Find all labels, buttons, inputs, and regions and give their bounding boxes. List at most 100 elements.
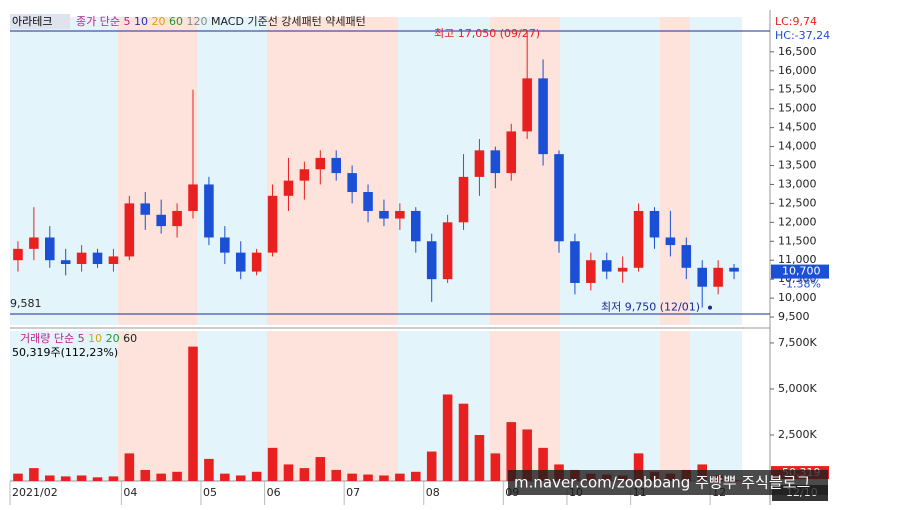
chart-title: 아라테크 [12,15,52,28]
candle-body [522,78,532,132]
change-label: -1.38% [782,278,821,291]
candle-body [601,260,612,272]
volume-bar [235,475,246,481]
legend-item: 120 [186,15,207,28]
volume-bar [156,473,166,481]
candle-body [331,157,341,174]
candle-body [283,180,294,196]
candle-body [188,184,198,211]
legend-item: 60 [123,332,137,345]
candle-body [729,267,739,272]
candle-body [45,237,55,261]
candle-body [172,210,182,227]
volume-bar [379,475,389,481]
volume-bar [108,476,119,481]
volume-bar [76,475,87,481]
y-tick-label: 10,000 [778,291,817,304]
volume-bar [283,464,294,481]
hc-label: HC:-37,24 [775,29,830,42]
candle-body [442,222,453,280]
volume-bar [299,468,310,481]
y-tick-label: 12,500 [778,196,817,209]
candle-body [426,241,437,280]
volume-bar [395,473,405,481]
candle-body [204,184,214,238]
y-tick-label: 12,000 [778,215,817,228]
y-tick-label: 16,000 [778,64,817,77]
y-tick-label: 15,500 [778,83,817,96]
y-tick-label: 11,500 [778,234,817,247]
y-tick-label: 11,000 [778,253,817,266]
x-tick-label: 04 [123,486,137,499]
legend-item: 약세패턴 [325,14,365,28]
candle-body [617,267,628,272]
candle-body [363,192,373,211]
y-tick-label: 2,500K [778,428,817,441]
lc-label: LC:9,74 [775,15,817,28]
candle-body [713,267,723,287]
volume-bar [633,453,644,481]
legend-item: 거래량 단순 [20,332,74,345]
candle-body [538,78,548,155]
high-annotation: 최고 17,050 (09/27) [434,27,540,40]
volume-bar [220,473,230,481]
candle-body [649,210,660,238]
volume-bar [458,403,469,481]
candle-body [140,203,151,215]
candle-body [586,260,596,283]
volume-bar [315,457,326,481]
candle-body [76,252,87,265]
volume-bar [172,471,182,481]
candle-body [29,237,39,249]
y-tick-label: 14,500 [778,121,817,134]
candle-body [379,210,389,219]
volume-bar [331,469,341,481]
candle-body [13,248,23,261]
volume-bar [267,447,278,481]
candle-body [554,154,564,242]
volume-bar [363,474,373,481]
volume-bar [204,458,214,481]
volume-label: 50,319주(112,23%) [12,346,118,359]
candle-body [681,245,692,268]
candle-body [570,241,580,283]
price-tag-label: 10,700 [782,265,821,278]
volume-bar [188,346,198,481]
y-tick-label: 14,000 [778,140,817,153]
candle-body [315,157,326,170]
title-box [10,14,70,29]
candle-body [267,195,278,253]
low-line-label: 9,581 [10,297,42,310]
candle-body [156,214,166,227]
candle-body [411,210,421,242]
legend-item: MACD 기준선 강세패턴 [211,15,322,28]
volume-bar [474,434,485,481]
x-tick-label: 2021/02 [12,486,58,499]
low-marker [708,305,712,310]
candle-body [60,260,71,265]
volume-bar [92,477,103,481]
candle-body [220,237,230,253]
volume-bar [411,471,421,481]
candle-body [347,173,357,193]
volume-bar [347,473,357,481]
legend-item: 종가 단순 [76,15,120,28]
x-tick-label: 07 [346,486,360,499]
candle-body [506,131,517,174]
volume-bar [426,451,437,481]
period-bands [10,17,742,481]
volume-bar [538,447,548,481]
volume-bar [506,422,517,481]
candle-body [458,176,469,223]
candle-body [395,210,405,219]
candle-body [235,252,246,272]
legend-item: 5 [78,332,85,345]
candle-body [697,267,707,287]
candle-body [92,252,103,265]
volume-bar [251,471,262,481]
volume-bar [60,476,71,481]
price-tag [771,264,829,279]
volume-bar [140,469,151,481]
volume-bar [522,429,532,481]
legend-item: 20 [151,15,165,28]
